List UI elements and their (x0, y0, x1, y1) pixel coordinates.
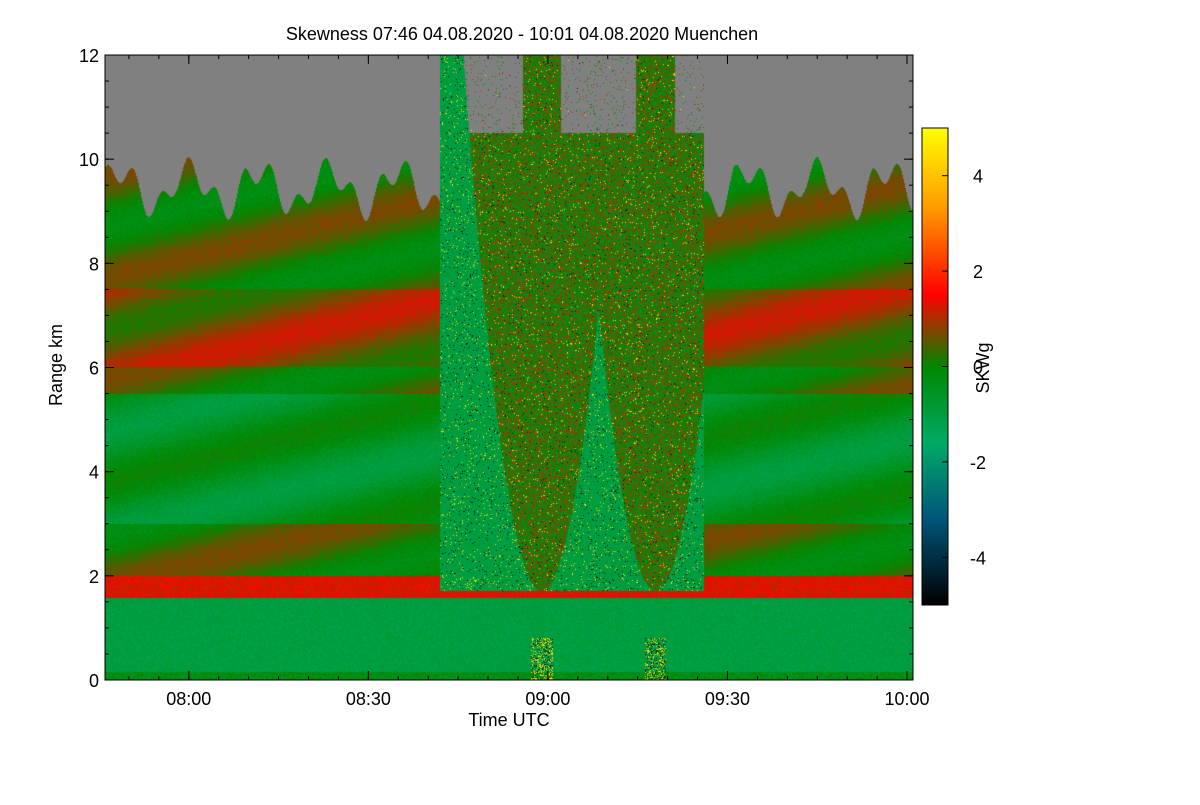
x-axis-label: Time UTC (468, 710, 549, 730)
colorbar-label: SKWg (973, 342, 993, 393)
colorbar-tick-label: 0 (973, 358, 983, 378)
y-tick-label: 8 (89, 254, 99, 274)
x-tick-label: 09:00 (525, 689, 570, 709)
y-tick-label: 6 (89, 359, 99, 379)
x-tick-label: 08:30 (346, 689, 391, 709)
y-tick-label: 12 (79, 46, 99, 66)
y-tick-label: 2 (89, 567, 99, 587)
colorbar-tick-label: -4 (970, 548, 986, 568)
heatmap-raster (105, 55, 913, 680)
colorbar-ticks: 4 2 0 -2 -4 (942, 167, 986, 568)
x-tick-label: 10:00 (884, 689, 929, 709)
colorbar: 4 2 0 -2 -4 SKWg (921, 127, 993, 606)
x-tick-label: 08:00 (166, 689, 211, 709)
y-axis: 0 2 4 6 8 10 12 (79, 46, 913, 691)
x-axis: 08:00 08:30 09:00 09:30 10:00 (128, 55, 930, 709)
y-tick-label: 10 (79, 150, 99, 170)
colorbar-tick-label: 2 (973, 262, 983, 282)
colorbar-tick-label: -2 (970, 453, 986, 473)
heatmap-image (105, 55, 913, 680)
y-axis-label: Range km (46, 324, 66, 406)
y-tick-label: 0 (89, 671, 99, 691)
chart-title: Skewness 07:46 04.08.2020 - 10:01 04.08.… (286, 24, 758, 44)
x-tick-label: 09:30 (705, 689, 750, 709)
colorbar-tick-label: 4 (973, 167, 983, 187)
y-tick-label: 4 (89, 463, 99, 483)
